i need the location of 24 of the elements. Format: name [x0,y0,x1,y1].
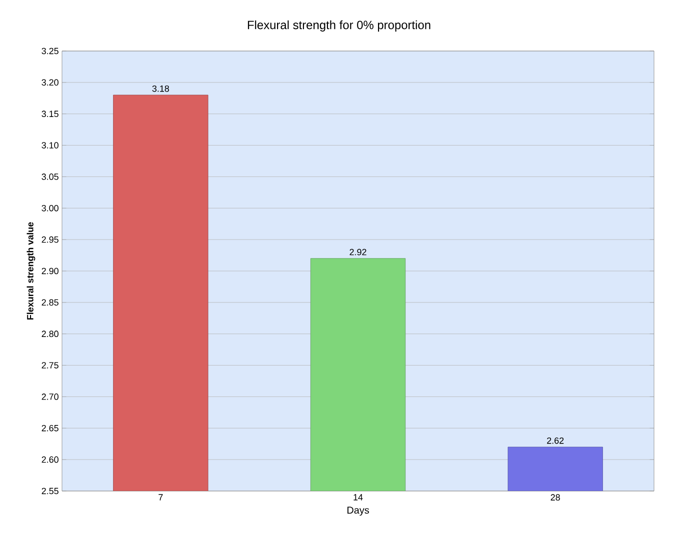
y-tick-label: 2.55 [42,488,58,494]
chart-title: Flexural strength for 0% proportion [248,20,430,32]
y-tick-label: 2.70 [42,394,58,400]
data-label: 3.18 [152,85,169,92]
x-tick-label: 28 [550,494,560,501]
y-tick-label: 3.00 [42,204,58,212]
y-tick-label: 2.95 [42,236,58,243]
x-tick-label: 7 [158,494,163,500]
y-tick-label: 2.85 [42,299,58,306]
y-axis-title: Flexural strength value [26,222,36,320]
data-label: 2.92 [350,248,366,256]
y-tick-label: 2.75 [42,362,58,368]
y-tick-label: 3.10 [42,142,58,148]
y-tick-label: 3.25 [42,48,58,54]
y-tick-label: 2.90 [42,268,58,274]
y-tick-label: 3.05 [42,174,58,180]
y-tick-label: 2.80 [42,330,58,338]
y-tick-label: 2.60 [42,456,58,463]
y-tick-label: 2.65 [42,424,58,432]
x-tick-label: 14 [354,494,363,500]
y-tick-label: 3.15 [42,110,58,118]
data-label: 2.62 [547,437,564,444]
y-tick-label: 3.20 [42,79,58,86]
x-axis-title: Days [347,506,369,516]
